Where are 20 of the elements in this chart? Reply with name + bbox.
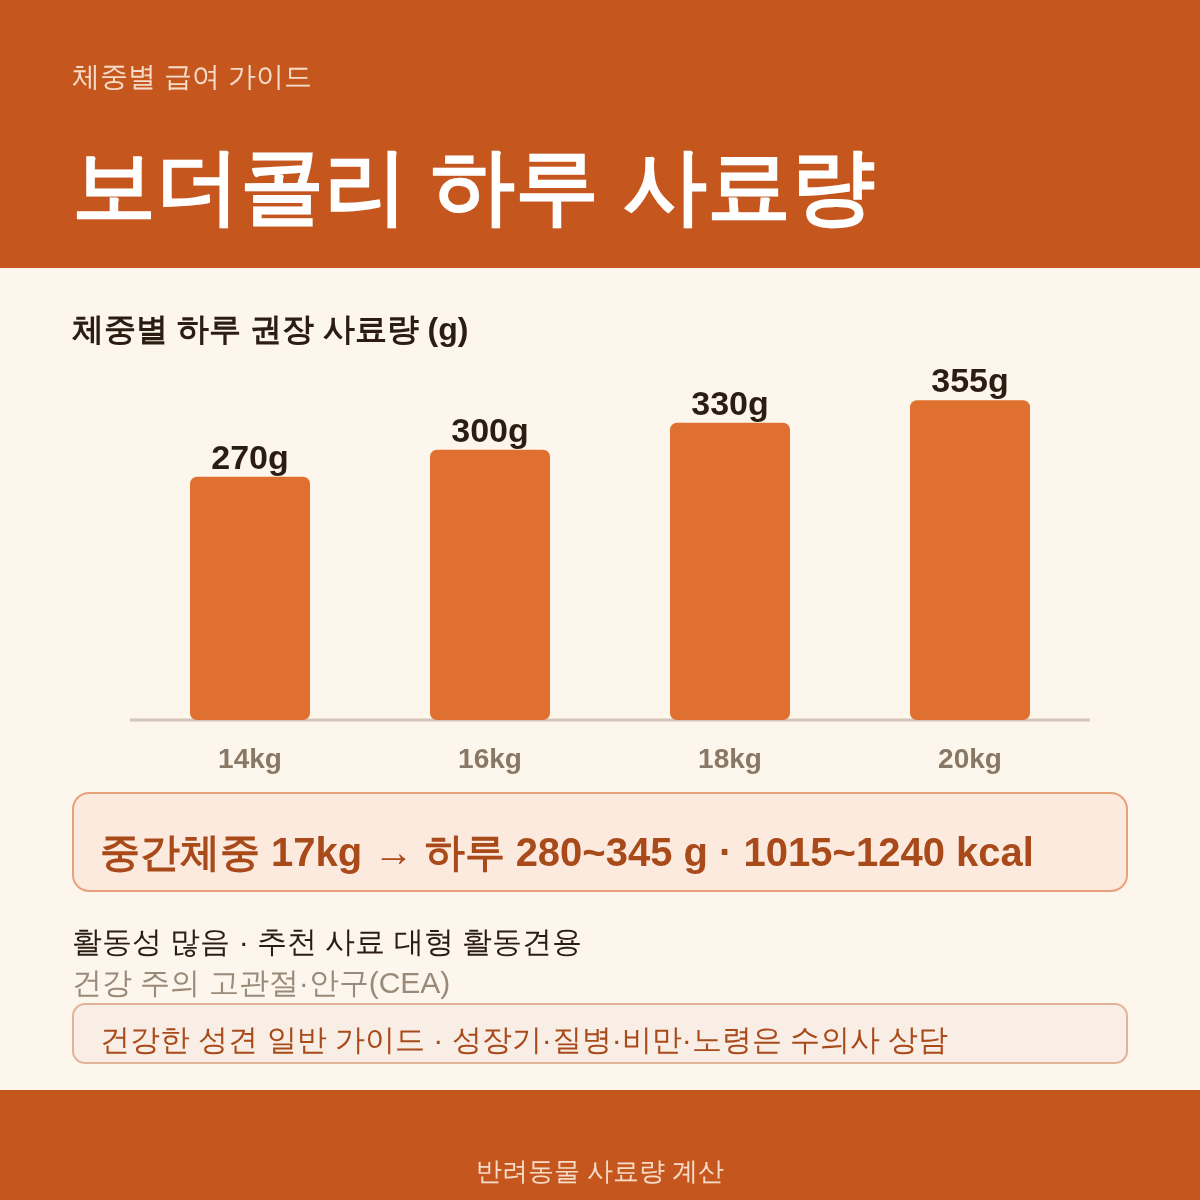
text: 건강 주의 고관절·안구(CEA)	[72, 966, 451, 999]
bar	[670, 422, 790, 720]
data-label: 300g	[451, 410, 529, 449]
x-tick-label: 14kg	[218, 743, 282, 774]
text: 체중별 하루 권장 사료량 (g)	[72, 311, 469, 347]
data-label: 330g	[691, 383, 769, 422]
text: 활동성 많음 · 추천 사료 대형 활동견용	[72, 925, 582, 958]
x-tick-label: 18kg	[698, 743, 762, 774]
x-tick-label: 16kg	[458, 743, 522, 774]
text: 반려동물 사료량 계산	[475, 1156, 725, 1186]
text: 건강한 성견 일반 가이드 · 성장기·질병·비만·노령은 수의사 상담	[100, 1023, 949, 1056]
chart-title: 보더콜리 하루 사료량	[72, 139, 875, 233]
text: 중간체중 17kg → 하루 280~345 g · 1015~1240 kcal	[100, 830, 1034, 874]
x-tick-label: 20kg	[938, 743, 1002, 774]
bar	[430, 449, 550, 720]
data-label: 270g	[211, 437, 289, 476]
bar	[910, 400, 1030, 720]
chart-subtitle: 체중별 급여 가이드	[72, 61, 312, 92]
data-label: 355g	[931, 361, 1009, 400]
bar	[190, 476, 310, 720]
